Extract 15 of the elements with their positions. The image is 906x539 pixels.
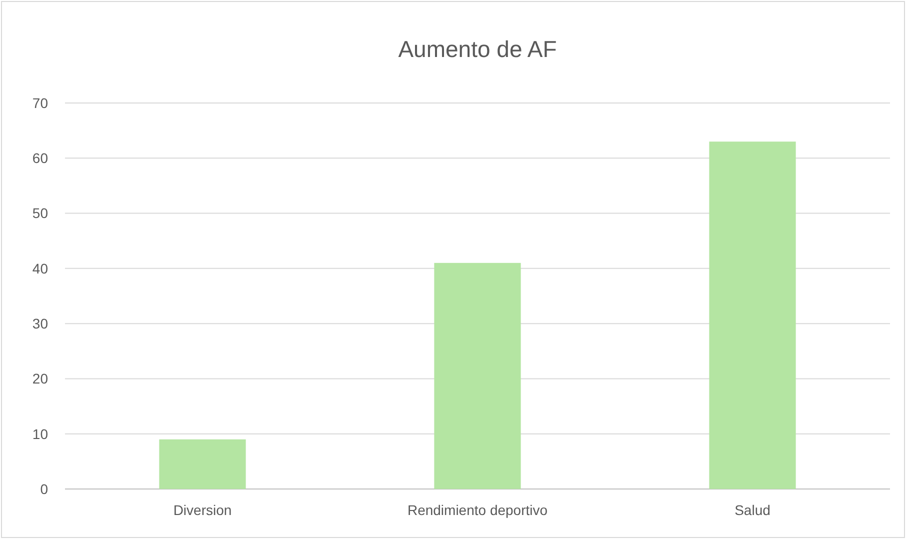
x-tick-label: Diversion [173,502,232,518]
bar [709,142,796,489]
y-tick-label: 20 [32,370,48,387]
y-tick-label: 10 [32,426,48,442]
y-tick-label: 50 [32,205,48,222]
y-tick-label: 70 [32,94,48,111]
y-tick-label: 40 [32,260,48,276]
x-tick-label: Rendimiento deportivo [407,502,548,518]
chart-title: Aumento de AF [398,36,557,62]
y-tick-label: 30 [32,315,48,332]
x-tick-label: Salud [734,502,770,518]
y-tick-label: 0 [40,480,48,497]
bar [159,439,246,489]
y-tick-label: 60 [32,150,48,166]
bar [434,262,521,489]
